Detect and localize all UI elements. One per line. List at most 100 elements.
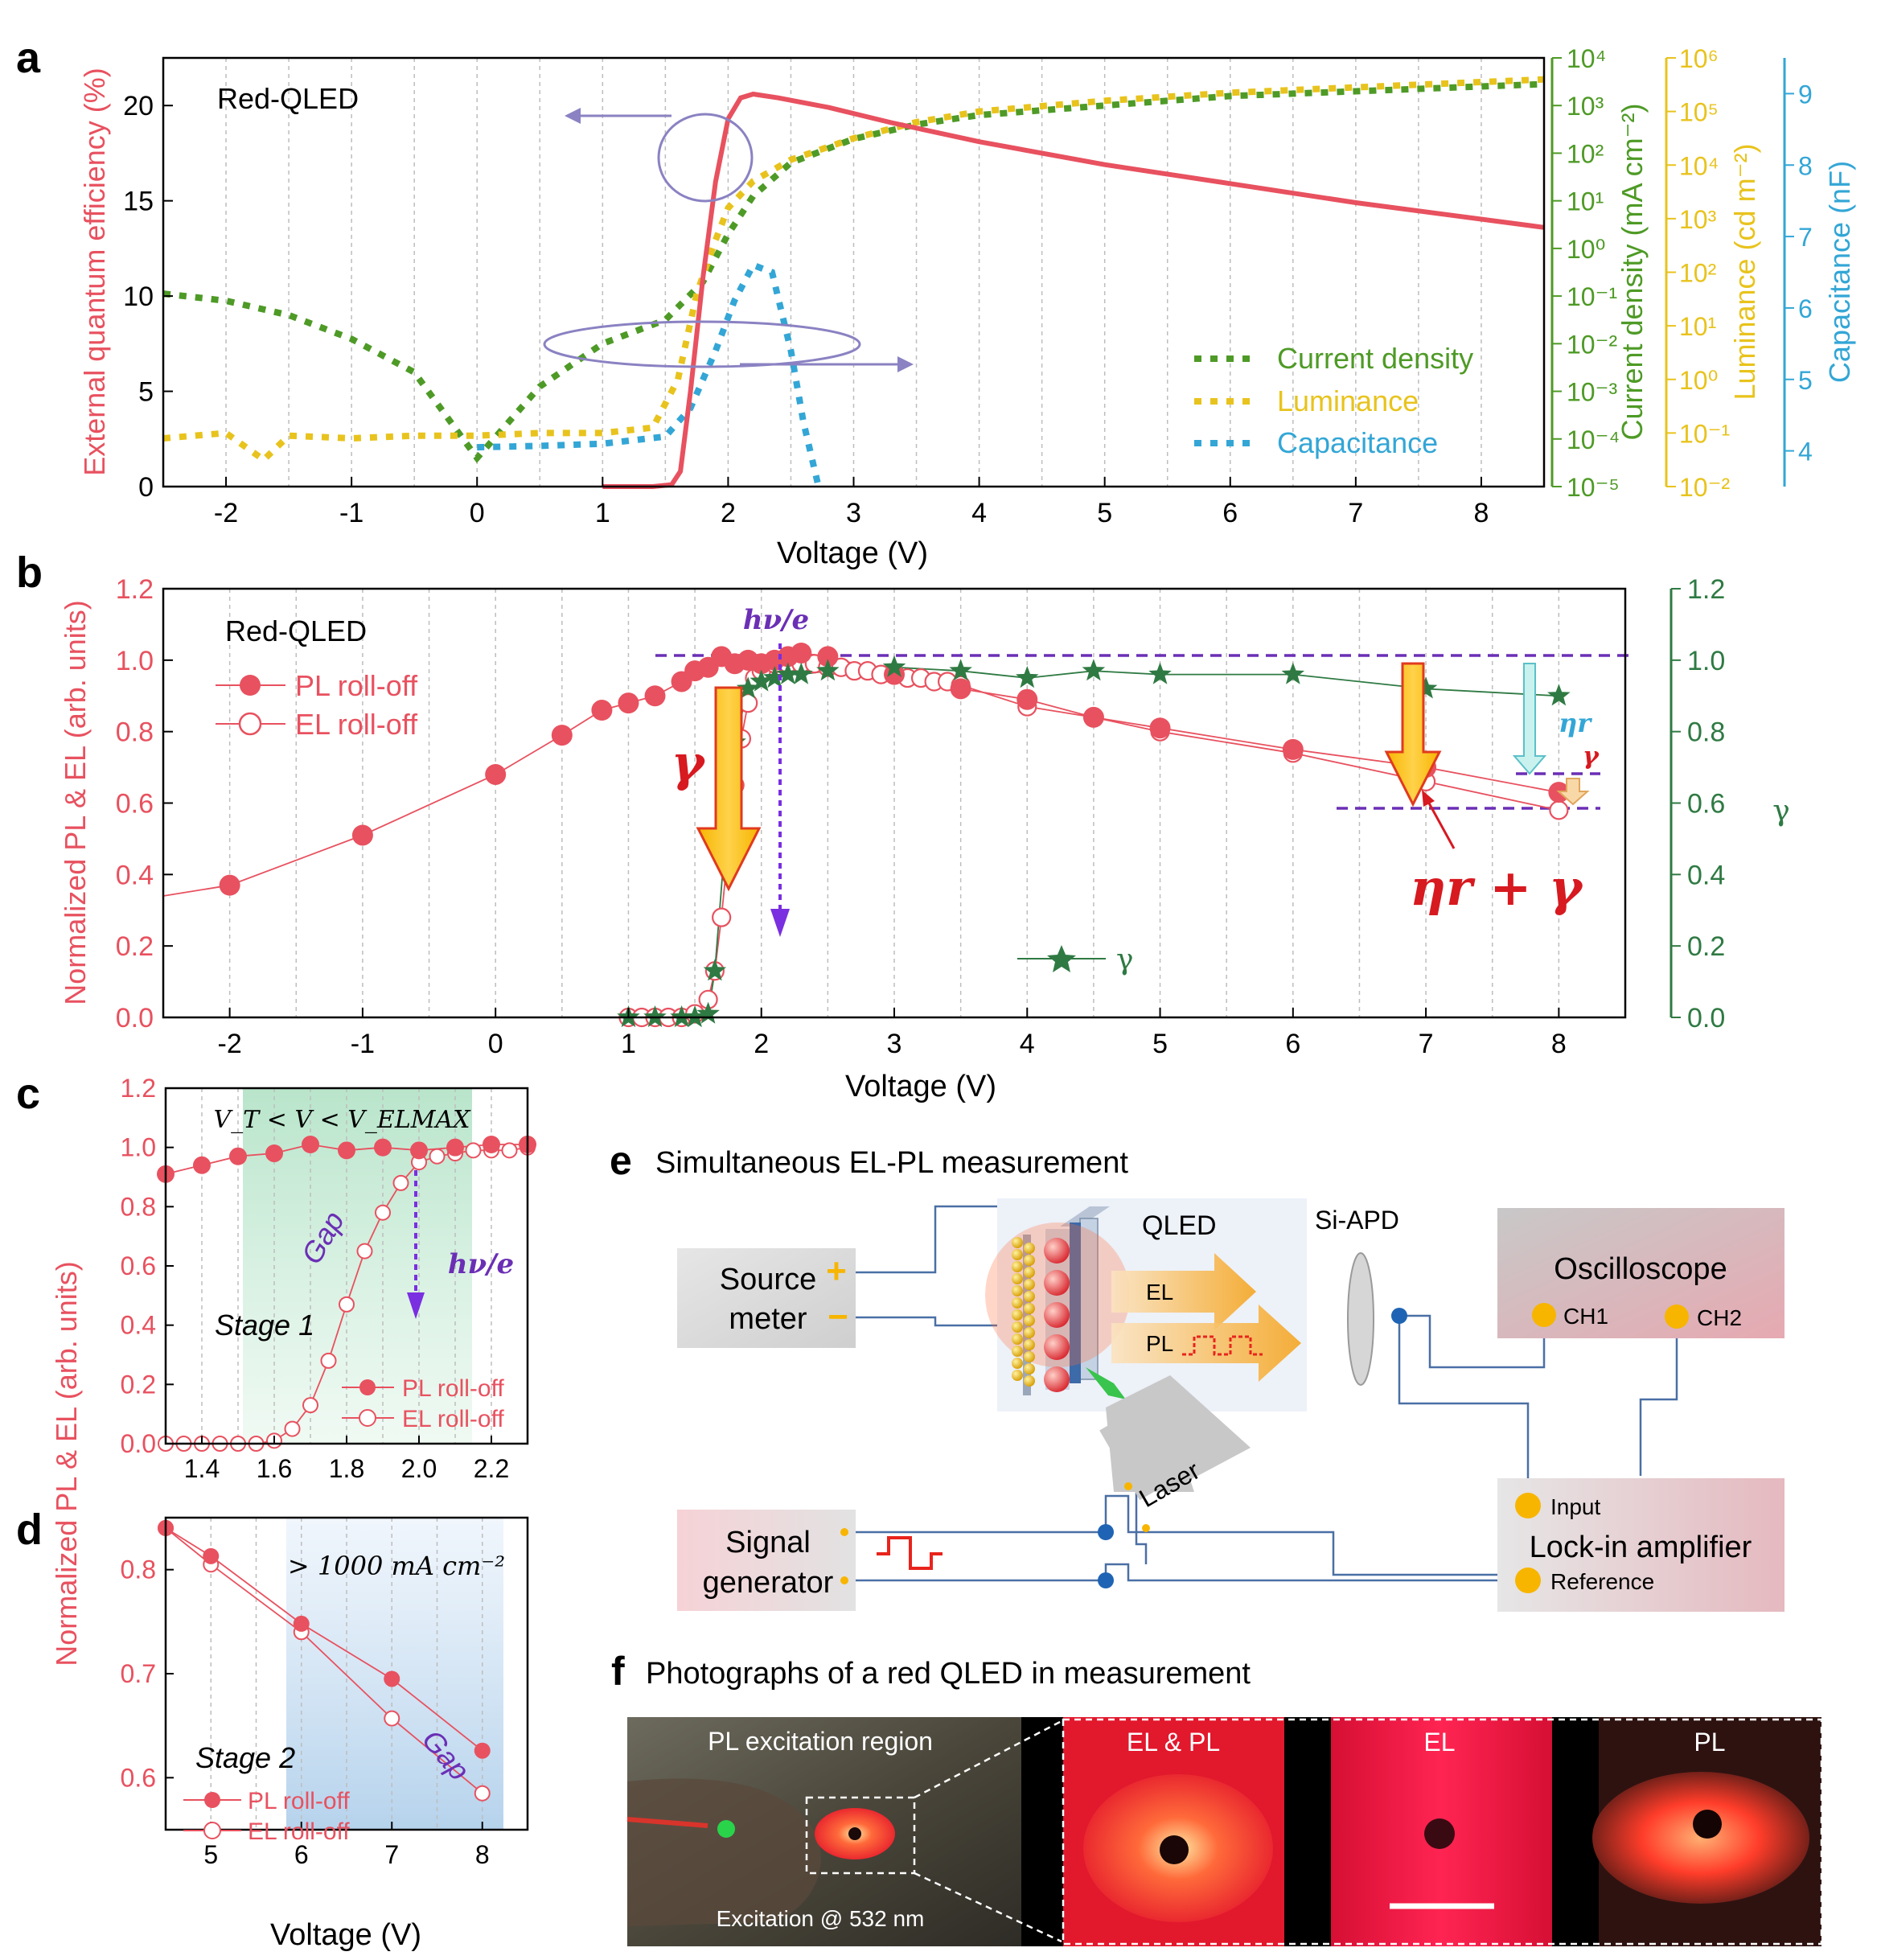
photo-el-pl-dark-spot (1160, 1835, 1189, 1864)
gamma-point (1148, 662, 1172, 684)
pl-point (644, 685, 666, 707)
signal-generator-label-2: generator (703, 1566, 834, 1600)
gamma-point (1414, 676, 1438, 699)
panel-a-legend: Current density Luminance Capacitance (1194, 342, 1473, 459)
a-ytick-luminance-label: 10⁻² (1679, 473, 1730, 502)
laser-terminal-1 (1124, 1482, 1132, 1490)
sig-out-1 (840, 1528, 848, 1536)
c-el-point (501, 1142, 518, 1159)
b-ytick-right-label: 1.2 (1687, 574, 1725, 605)
a-xtick-label: 2 (721, 498, 736, 528)
gold-nanoparticle (1024, 1267, 1035, 1278)
b-ytick-left-label: 0.2 (116, 931, 154, 962)
stage1-hv-label: hν/e (448, 1248, 514, 1280)
lock-in-label: Lock-in amplifier (1530, 1531, 1752, 1564)
sig-out-2 (840, 1576, 848, 1584)
c-xtick-label: 2.2 (474, 1454, 509, 1483)
a-ytick-left-label: 5 (138, 377, 154, 408)
b-ytick-right-label: 0.4 (1687, 860, 1725, 890)
a-ytick-current-label: 10⁻¹ (1567, 282, 1617, 311)
c-pl-point (338, 1141, 355, 1160)
eta-r-arrow (1512, 663, 1547, 775)
a-ytick-luminance-label: 10⁻¹ (1679, 419, 1730, 448)
c-el-point (320, 1352, 337, 1369)
panel-a-ylabel-current: Current density (mA cm⁻²) (1616, 103, 1649, 440)
a-ytick-current-label: 10⁻² (1567, 330, 1617, 359)
laser-beam-cone (1086, 1367, 1126, 1399)
photo-probe-shape (627, 1778, 821, 1926)
a-ytick-left-label: 10 (123, 281, 154, 312)
series-capacitance (477, 261, 822, 487)
gold-nanoparticle (1012, 1309, 1023, 1321)
panel-label-e: e (610, 1138, 632, 1183)
stage1-label: Stage 1 (215, 1309, 314, 1342)
qled-nanoparticles (1012, 1237, 1070, 1392)
a-ytick-current-label: 10⁴ (1567, 44, 1606, 73)
d-pl-point (203, 1547, 220, 1564)
pl-square-wave-icon (1182, 1335, 1263, 1356)
panel-a-series (162, 76, 1545, 489)
legend-capacitance-label: Capacitance (1277, 426, 1438, 459)
stage2-condition: > 1000 mA cm⁻² (288, 1551, 505, 1581)
photo-green-spot (717, 1820, 735, 1838)
c-legend-el-label: EL roll-off (402, 1406, 504, 1432)
c-pl-point (265, 1144, 283, 1163)
d-pl-point (384, 1670, 400, 1687)
small-gamma-arrow (1556, 778, 1590, 806)
c-el-point (339, 1296, 355, 1313)
input-label: Input (1550, 1494, 1600, 1519)
a-xtick-label: 4 (971, 498, 987, 528)
photo-black-gap-1 (1284, 1717, 1331, 1946)
gamma-big-arrow (696, 686, 762, 892)
gold-nanoparticle (1024, 1279, 1035, 1290)
panel-b-annotation: Red-QLED (225, 614, 367, 647)
c-el-point (429, 1148, 446, 1165)
d-xtick-label: 6 (294, 1840, 309, 1869)
legend-gamma-label: γ (1116, 943, 1134, 976)
gold-nanoparticle (1012, 1358, 1023, 1369)
quantum-dot (1044, 1238, 1070, 1264)
c-ytick-label: 0.8 (121, 1192, 156, 1221)
gamma-point (949, 659, 972, 681)
ch2-port (1665, 1305, 1689, 1329)
oscilloscope-label: Oscilloscope (1554, 1252, 1727, 1286)
gamma-point (736, 676, 760, 699)
el-beam (1111, 1253, 1256, 1330)
pl-point (219, 874, 240, 896)
legend-current-label: Current density (1277, 342, 1473, 375)
photo-pl-glow (1592, 1772, 1809, 1904)
panel-a-ylabel-left: External quantum efficiency (%) (78, 68, 111, 476)
zoom-line-bottom (914, 1872, 1062, 1943)
c-el-point (392, 1174, 409, 1191)
panel-label-d: d (16, 1506, 43, 1554)
qled-layer-ito (1070, 1222, 1081, 1383)
wire-sig-bottom (843, 1563, 1522, 1582)
gamma-point (750, 669, 773, 692)
wire-apd-ch1 (1399, 1314, 1546, 1369)
gold-nanoparticle (1012, 1333, 1023, 1345)
c-ytick-label: 1.2 (121, 1074, 156, 1103)
reference-label: Reference (1550, 1569, 1654, 1594)
wire-laser-feed (1135, 1488, 1148, 1564)
gold-nanoparticle (1012, 1273, 1023, 1284)
panel-d-legend: PL roll-off EL roll-off (183, 1788, 350, 1845)
b-xtick-label: 6 (1285, 1029, 1300, 1059)
gold-nanoparticle (1012, 1285, 1023, 1296)
el-point (712, 907, 732, 927)
gold-nanoparticle (1024, 1375, 1035, 1387)
b-ytick-right-label: 0.6 (1687, 789, 1725, 820)
b-ytick-right-label: 0.0 (1687, 1003, 1725, 1033)
b-ytick-left-label: 0.0 (116, 1003, 154, 1033)
d-pl-point (474, 1742, 491, 1759)
panel-f-title: Photographs of a red QLED in measurement (646, 1657, 1251, 1691)
panel-label-f: f (611, 1649, 625, 1694)
a-xtick-label: 6 (1222, 498, 1238, 528)
eta-r-gamma-pointer (1426, 799, 1456, 849)
total-rolloff-arrow (1384, 662, 1442, 807)
pl-point (1016, 688, 1038, 710)
a-xtick-label: 5 (1097, 498, 1112, 528)
a-ytick-left-label: 20 (123, 91, 154, 121)
d-legend-pl-label: PL roll-off (248, 1788, 350, 1814)
panel-b-annotations: hν/e γ ηr γ ηr + γ (671, 604, 1600, 937)
a-ytick-luminance-label: 10⁰ (1679, 366, 1718, 395)
